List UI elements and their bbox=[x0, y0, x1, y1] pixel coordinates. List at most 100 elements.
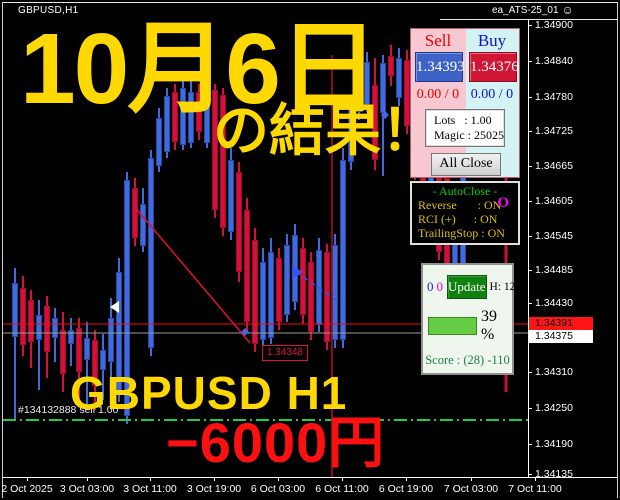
price-tick-label: 1.34780 bbox=[535, 91, 573, 103]
candle-body bbox=[76, 328, 82, 372]
time-tick-label: 3 Oct 11:00 bbox=[123, 483, 177, 495]
candle-body bbox=[116, 272, 122, 392]
ea-smiley-icon[interactable]: ☺ bbox=[561, 3, 574, 17]
candle-body bbox=[364, 62, 370, 105]
candle-body bbox=[84, 338, 90, 360]
autoclose-row-rci: RCI (+) : ON bbox=[418, 212, 498, 226]
chart-frame-top bbox=[440, 19, 618, 20]
rci-indicator-icon: O bbox=[497, 195, 509, 211]
candle-body bbox=[68, 330, 74, 344]
price-tick-label: 1.34545 bbox=[535, 230, 573, 242]
price-tick-mark bbox=[528, 166, 532, 167]
candle-wick bbox=[86, 322, 88, 404]
candle-body bbox=[372, 85, 378, 160]
window-border-top bbox=[2, 2, 618, 3]
candle-body bbox=[404, 60, 410, 126]
time-tick-mark bbox=[406, 477, 407, 481]
candle-body bbox=[172, 92, 178, 142]
time-tick-mark bbox=[27, 477, 28, 481]
update-row: 0 0 Update H: 12 bbox=[427, 275, 515, 299]
price-tick-label: 1.34665 bbox=[535, 160, 573, 172]
candle-body bbox=[132, 188, 138, 238]
headline-date-text: 10月6日 bbox=[20, 13, 379, 125]
price-tick-mark bbox=[528, 131, 532, 132]
count-blue: 0 bbox=[427, 279, 434, 294]
time-axis-line bbox=[2, 477, 618, 478]
candle-body bbox=[124, 180, 130, 416]
price-tick-label: 1.34430 bbox=[535, 297, 573, 309]
candle-body bbox=[220, 95, 226, 228]
autoclose-row-trailingstop: TrailingStop : ON bbox=[418, 226, 505, 240]
price-tick-label: 1.34840 bbox=[535, 55, 573, 67]
update-panel: 0 0 Update H: 12 39 % Score : (28) -110 bbox=[421, 263, 515, 375]
candle-body bbox=[204, 90, 210, 143]
time-tick-mark bbox=[214, 477, 215, 481]
open-order-label: #134132888 sell 1.00 bbox=[18, 404, 119, 416]
sell-stats: 0.00 / 0 bbox=[416, 87, 460, 102]
candle-body bbox=[36, 315, 42, 340]
ask-price-badge: 1.34391 bbox=[529, 317, 593, 330]
time-tick-mark bbox=[150, 477, 151, 481]
signal-dashed-line bbox=[295, 271, 343, 305]
buy-label: Buy bbox=[477, 31, 507, 50]
candle-body bbox=[252, 240, 258, 344]
price-tick-mark bbox=[528, 25, 532, 26]
price-tick-label: 1.34485 bbox=[535, 264, 573, 276]
ea-name-label: ea_ATS-25_01 ☺ bbox=[492, 3, 574, 17]
time-tick-mark bbox=[87, 477, 88, 481]
candle-body bbox=[196, 92, 202, 132]
time-tick-mark bbox=[535, 477, 536, 481]
price-tick-label: 1.34725 bbox=[535, 125, 573, 137]
price-tick-label: 1.34190 bbox=[535, 438, 573, 450]
candle-body bbox=[12, 283, 18, 337]
price-tick-mark bbox=[528, 444, 532, 445]
candle-body bbox=[108, 318, 114, 362]
chart-symbol-label: GBPUSD,H1 bbox=[18, 5, 79, 16]
candle-body bbox=[180, 88, 186, 145]
candle-body bbox=[260, 262, 266, 340]
candle-body bbox=[308, 262, 314, 332]
candle-body bbox=[92, 340, 98, 386]
price-tick-mark bbox=[528, 61, 532, 62]
bid-price-badge: 1.34375 bbox=[529, 330, 593, 343]
price-tick-mark bbox=[528, 372, 532, 373]
sell-label: Sell bbox=[424, 31, 452, 50]
time-tick-label: 6 Oct 03:00 bbox=[250, 483, 306, 495]
time-tick-label: 6 Oct 11:00 bbox=[315, 483, 369, 495]
candle-body bbox=[60, 330, 66, 374]
update-button[interactable]: Update bbox=[447, 275, 487, 299]
candle-body bbox=[188, 92, 194, 143]
price-tick-mark bbox=[528, 408, 532, 409]
sell-price-button[interactable]: 1.34393 bbox=[415, 52, 465, 82]
candle-body bbox=[148, 158, 154, 348]
candle-body bbox=[300, 248, 306, 315]
time-tick-mark bbox=[278, 477, 279, 481]
candle-body bbox=[28, 300, 34, 342]
hours-label: H: 12 bbox=[489, 281, 516, 293]
time-tick-label: 6 Oct 19:00 bbox=[378, 483, 434, 495]
buy-price-button[interactable]: 1.34376 bbox=[469, 52, 519, 82]
window-border-right bbox=[617, 2, 618, 498]
price-tick-label: 1.34310 bbox=[535, 366, 573, 378]
price-tick-mark bbox=[528, 303, 532, 304]
candle-body bbox=[356, 68, 362, 112]
candle-body bbox=[228, 160, 234, 232]
left-arrow-marker bbox=[110, 301, 119, 313]
trade-panel: Sell Buy 1.34393 1.34376 0.00 / 0 0.00 /… bbox=[410, 28, 520, 178]
time-tick-mark bbox=[471, 477, 472, 481]
all-close-button[interactable]: All Close bbox=[431, 153, 501, 176]
price-tick-label: 1.34605 bbox=[535, 195, 573, 207]
candle-body bbox=[284, 245, 290, 315]
score-label: Score : (28) -110 bbox=[425, 353, 510, 367]
headline-result-text: の結果！ bbox=[213, 99, 437, 162]
autoclose-panel: - AutoClose - Reverse : ON RCI (+) : ON … bbox=[410, 181, 520, 245]
time-tick-label: 7 Oct 03:00 bbox=[443, 483, 499, 495]
candle-body bbox=[244, 210, 250, 322]
time-tick-label: 7 Oct 11:00 bbox=[508, 483, 562, 495]
price-tick-mark bbox=[528, 201, 532, 202]
progress-bar bbox=[428, 317, 477, 335]
candle-body bbox=[164, 96, 170, 152]
autoclose-row-reverse: Reverse : ON bbox=[418, 198, 502, 212]
price-tick-label: 1.34250 bbox=[535, 402, 573, 414]
